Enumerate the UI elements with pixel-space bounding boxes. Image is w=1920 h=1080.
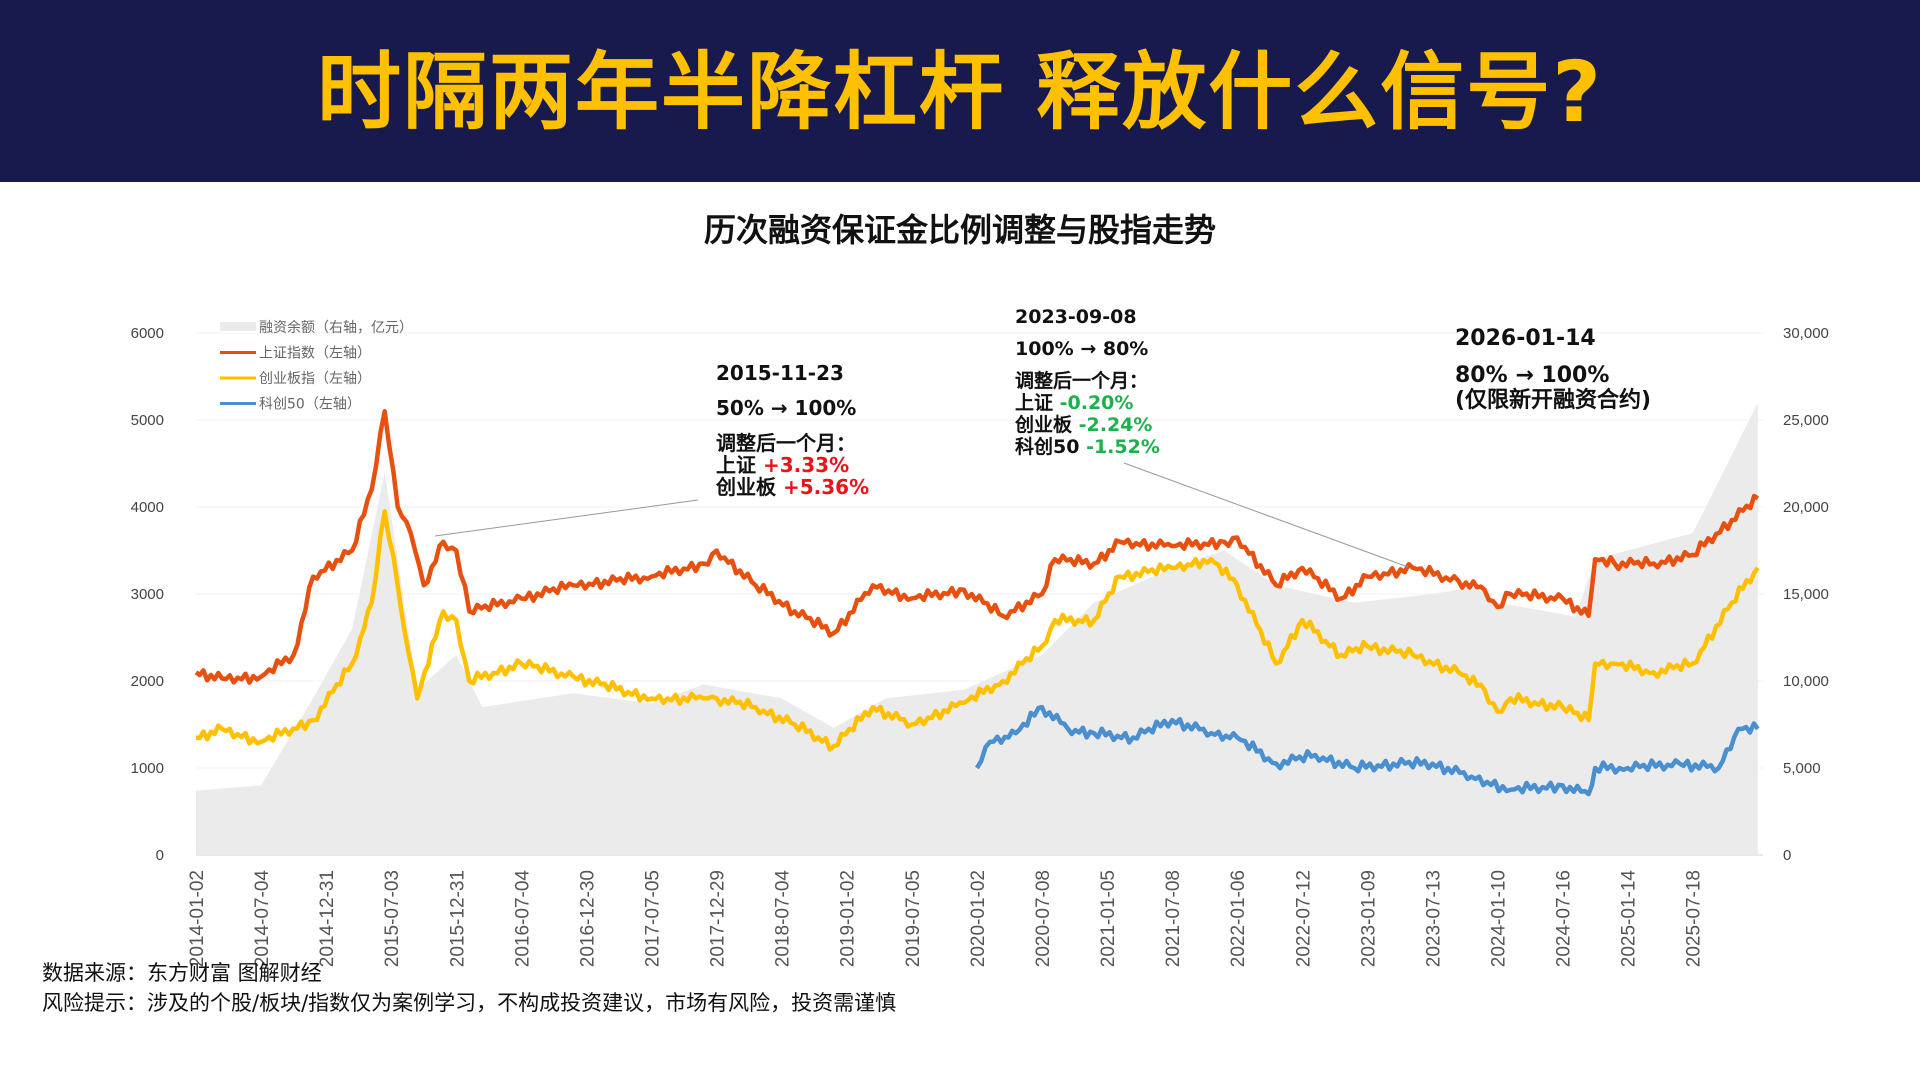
x-axis-tick: 2019-07-05 — [903, 870, 924, 967]
x-axis-tick: 2018-07-04 — [773, 870, 794, 968]
x-axis-tick: 2021-01-05 — [1098, 870, 1119, 967]
x-axis-tick: 2023-01-09 — [1358, 870, 1379, 967]
chart-title: 历次融资保证金比例调整与股指走势 — [703, 211, 1216, 249]
x-axis-tick: 2015-07-03 — [382, 870, 403, 967]
annotation-change: 100% → 80% — [1015, 338, 1149, 360]
right-axis-tick: 30,000 — [1783, 325, 1829, 342]
x-axis-tick: 2024-01-10 — [1488, 870, 1509, 967]
annotation-label: 创业板 — [1015, 414, 1073, 436]
x-axis-tick: 2017-07-05 — [643, 870, 664, 967]
annotation-change: 80% → 100% — [1455, 363, 1610, 388]
annotation-heading: 调整后一个月： — [1015, 370, 1149, 392]
x-axis-tick: 2020-07-08 — [1033, 870, 1054, 967]
right-axis-tick: 20,000 — [1783, 499, 1829, 516]
x-axis-tick: 2025-07-18 — [1684, 870, 1705, 967]
x-axis-tick: 2025-01-14 — [1619, 870, 1640, 968]
annotation-heading: 调整后一个月： — [716, 431, 856, 455]
page-title: 时隔两年半降杠杆 释放什么信号? — [317, 43, 1603, 141]
annotation-value: -1.52% — [1086, 436, 1160, 458]
annotation-note: (仅限新开融资合约) — [1455, 388, 1652, 413]
annotation-label: 创业板 — [716, 475, 776, 499]
legend-swatch — [220, 322, 256, 331]
left-axis-tick: 4000 — [131, 499, 164, 516]
x-axis-tick: 2016-12-30 — [577, 870, 598, 967]
annotation-2015: 2015-11-23 50% → 100% 调整后一个月： 上证 +3.33% … — [716, 362, 869, 498]
annotation-value: -0.20% — [1059, 392, 1134, 414]
legend-label: 科创50（左轴） — [259, 397, 361, 413]
risk-disclaimer: 风险提示：涉及的个股/板块/指数仅为案例学习，不构成投资建议，市场有风险，投资需… — [42, 991, 897, 1015]
x-axis-tick: 2015-12-31 — [447, 870, 468, 967]
annotation-2023: 2023-09-08 100% → 80% 调整后一个月： 上证 -0.20% … — [1015, 306, 1160, 458]
annotation-value: +3.33% — [762, 453, 850, 477]
x-axis-tick: 2020-01-02 — [968, 870, 989, 967]
x-axis-tick: 2019-01-02 — [838, 870, 859, 967]
annotation-pointer-2023 — [1123, 462, 1409, 568]
annotation-label: 上证 — [716, 453, 756, 477]
annotation-change: 50% → 100% — [716, 396, 857, 420]
x-axis-tick: 2016-07-04 — [512, 870, 533, 968]
x-axis-tick: 2017-12-29 — [708, 870, 729, 967]
x-axis-tick: 2014-12-31 — [317, 870, 338, 967]
annotation-label: 上证 — [1015, 392, 1054, 414]
footer: 数据来源：东方财富 图解财经 风险提示：涉及的个股/板块/指数仅为案例学习，不构… — [42, 958, 896, 1018]
right-axis-tick: 5,000 — [1783, 760, 1821, 777]
margin-balance-area — [196, 402, 1758, 855]
chinext-index-line — [195, 509, 1760, 752]
star50-index-line — [974, 704, 1760, 797]
legend-label: 上证指数（左轴） — [259, 346, 371, 362]
left-axis-tick: 5000 — [131, 412, 164, 429]
x-axis-tick: 2023-07-13 — [1423, 870, 1444, 967]
right-axis-tick: 0 — [1783, 847, 1791, 864]
x-axis-tick: 2014-07-04 — [252, 870, 273, 968]
right-axis-tick: 15,000 — [1783, 586, 1829, 603]
annotation-pointer-2015 — [434, 499, 699, 537]
annotation-label: 科创50 — [1015, 436, 1080, 458]
left-axis-tick: 3000 — [131, 586, 164, 603]
left-axis-tick: 0 — [156, 847, 164, 864]
annotation-value: -2.24% — [1078, 414, 1153, 436]
x-axis-tick: 2022-01-06 — [1228, 870, 1249, 967]
data-source: 数据来源：东方财富 图解财经 — [42, 961, 322, 985]
annotation-date: 2015-11-23 — [716, 361, 844, 385]
x-axis-tick: 2014-01-02 — [187, 870, 208, 967]
legend-label: 创业板指（左轴） — [259, 371, 371, 387]
sse-index-line — [194, 409, 1759, 685]
annotation-value: +5.36% — [782, 475, 870, 499]
x-axis-tick: 2021-07-08 — [1163, 870, 1184, 967]
annotation-date: 2026-01-14 — [1455, 326, 1596, 351]
x-axis-tick: 2022-07-12 — [1293, 870, 1314, 967]
annotation-date: 2023-09-08 — [1015, 306, 1137, 328]
left-axis-tick: 1000 — [131, 760, 164, 777]
x-axis-tick: 2024-07-16 — [1554, 870, 1575, 967]
annotation-2026: 2026-01-14 80% → 100% (仅限新开融资合约) — [1455, 326, 1651, 413]
legend-label: 融资余额（右轴，亿元） — [259, 319, 413, 336]
right-axis-tick: 25,000 — [1783, 412, 1829, 429]
left-axis-tick: 2000 — [131, 673, 164, 690]
right-axis-tick: 10,000 — [1783, 673, 1829, 690]
header-banner: 时隔两年半降杠杆 释放什么信号? — [0, 0, 1920, 182]
left-axis-tick: 6000 — [131, 325, 164, 342]
